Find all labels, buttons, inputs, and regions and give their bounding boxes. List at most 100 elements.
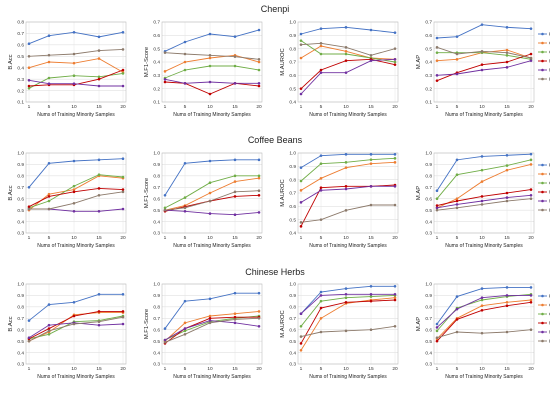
- x-tick-label: 20: [120, 104, 126, 110]
- data-point: [163, 78, 167, 81]
- y-tick-label: 0.5: [425, 339, 432, 345]
- y-axis-label: M.AUROC: [280, 48, 286, 75]
- data-point: [47, 199, 51, 203]
- y-tick-label: 0.5: [153, 46, 160, 52]
- data-point: [319, 71, 323, 74]
- data-point: [121, 310, 125, 313]
- data-point: [208, 159, 212, 163]
- y-tick-label: 0.4: [289, 350, 296, 356]
- data-point: [344, 300, 348, 304]
- chart-panel: 0.40.50.60.70.80.91.01 5 10 15 20M.AUROCNums…: [280, 20, 399, 118]
- data-point: [299, 39, 303, 42]
- data-point: [344, 287, 348, 290]
- series-line: [436, 163, 532, 209]
- x-tick-label: 1: [436, 366, 439, 372]
- data-point: [319, 186, 323, 189]
- data-point: [393, 284, 397, 288]
- legend-marker: [541, 32, 544, 36]
- data-point: [47, 323, 51, 327]
- data-point: [183, 52, 187, 56]
- legend-marker: [541, 321, 544, 325]
- data-point: [299, 324, 303, 328]
- data-point: [233, 213, 237, 217]
- y-tick-label: 1.0: [289, 282, 296, 288]
- x-tick-label: 5: [48, 104, 51, 110]
- data-point: [455, 197, 459, 201]
- y-tick-label: 0.7: [153, 316, 160, 322]
- y-tick-label: 0.2: [425, 86, 432, 92]
- data-point: [393, 63, 397, 66]
- data-point: [208, 212, 212, 215]
- y-tick-label: 0.5: [289, 217, 296, 223]
- data-point: [97, 193, 101, 197]
- x-tick-label: 15: [96, 235, 102, 241]
- data-point: [257, 158, 261, 162]
- data-point: [529, 188, 533, 191]
- data-point: [529, 59, 533, 62]
- y-tick-label: 0.5: [289, 86, 296, 92]
- y-tick-label: 0.5: [17, 208, 24, 214]
- data-point: [369, 162, 373, 165]
- data-point: [480, 304, 484, 308]
- data-point: [529, 328, 533, 332]
- y-tick-label: 0.7: [289, 316, 296, 322]
- y-tick-label: 0.3: [153, 362, 160, 368]
- legend-marker: [541, 172, 544, 176]
- data-point: [72, 52, 76, 56]
- data-point: [163, 206, 167, 210]
- data-point: [299, 92, 303, 96]
- data-point: [257, 84, 261, 88]
- y-tick-label: 0.3: [425, 362, 432, 368]
- data-point: [47, 195, 51, 198]
- data-point: [435, 189, 439, 193]
- data-point: [72, 201, 76, 205]
- x-tick-label: 20: [528, 235, 534, 241]
- data-point: [319, 299, 323, 303]
- data-point: [257, 310, 261, 313]
- data-point: [47, 34, 51, 38]
- data-point: [435, 206, 439, 210]
- y-tick-label: 0.6: [17, 196, 24, 202]
- data-point: [257, 193, 261, 197]
- y-tick-label: 0.9: [425, 162, 432, 168]
- legend-marker: [541, 163, 544, 167]
- y-tick-label: 0.3: [425, 73, 432, 79]
- y-tick-label: 0.6: [289, 327, 296, 333]
- plot-frame: [433, 21, 535, 103]
- x-tick-label: 20: [392, 366, 398, 372]
- data-point: [299, 56, 303, 60]
- y-tick-label: 0.5: [289, 339, 296, 345]
- data-point: [299, 221, 303, 224]
- y-axis-label: M.AP: [416, 55, 422, 69]
- data-point: [344, 161, 348, 164]
- y-tick-label: 1.0: [425, 282, 432, 288]
- data-point: [183, 321, 187, 325]
- y-tick-label: 0.7: [425, 316, 432, 322]
- data-point: [435, 208, 439, 212]
- data-point: [208, 80, 212, 84]
- plot-frame: [433, 283, 535, 365]
- x-axis-label: Nums of Training Minority Samples: [445, 112, 523, 118]
- data-point: [393, 203, 397, 207]
- data-point: [393, 31, 397, 34]
- data-point: [27, 78, 31, 82]
- data-point: [97, 320, 101, 324]
- data-point: [183, 209, 187, 213]
- data-point: [183, 196, 187, 199]
- data-point: [163, 193, 167, 197]
- x-axis-label: Nums of Training Minority Samples: [309, 243, 387, 249]
- series-line: [164, 292, 259, 329]
- data-point: [480, 168, 484, 172]
- series-line: [436, 189, 532, 207]
- y-tick-label: 0.1: [17, 100, 24, 106]
- data-point: [27, 66, 31, 70]
- data-point: [183, 82, 187, 85]
- series-line: [300, 297, 396, 351]
- data-point: [319, 330, 323, 334]
- data-point: [344, 59, 348, 62]
- data-point: [233, 315, 237, 319]
- y-tick-label: 0.8: [153, 305, 160, 311]
- data-point: [121, 190, 125, 194]
- data-point: [480, 63, 484, 66]
